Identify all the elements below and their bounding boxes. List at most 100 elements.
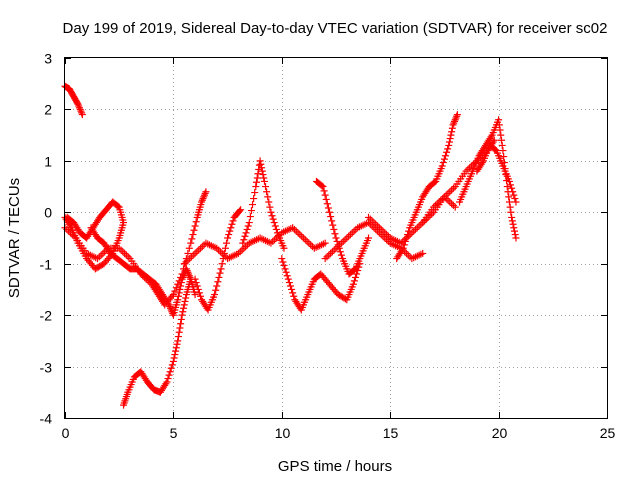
data-point bbox=[244, 222, 252, 230]
data-point bbox=[512, 234, 520, 242]
data-point bbox=[211, 291, 219, 299]
data-point bbox=[269, 215, 277, 223]
data-point bbox=[512, 198, 520, 206]
series-arc-5 bbox=[120, 275, 195, 409]
data-point bbox=[172, 344, 180, 352]
data-point bbox=[165, 371, 173, 379]
data-point bbox=[194, 285, 202, 293]
data-point bbox=[217, 265, 225, 273]
data-point bbox=[449, 121, 457, 129]
data-point bbox=[262, 183, 270, 191]
x-tick-label: 20 bbox=[492, 425, 508, 441]
data-point bbox=[332, 234, 340, 242]
data-point bbox=[266, 203, 274, 211]
axis-ticks bbox=[65, 58, 608, 419]
data-point bbox=[170, 354, 178, 362]
data-point bbox=[175, 289, 183, 297]
data-point bbox=[419, 249, 427, 257]
chart-title: Day 199 of 2019, Sidereal Day-to-day VTE… bbox=[63, 20, 608, 37]
data-point bbox=[453, 111, 461, 119]
data-point bbox=[402, 234, 410, 242]
data-point bbox=[182, 265, 190, 273]
data-point bbox=[163, 378, 171, 386]
x-tick-label: 0 bbox=[62, 425, 70, 441]
data-point bbox=[191, 275, 199, 283]
data-point bbox=[405, 227, 413, 235]
data-point bbox=[284, 275, 292, 283]
data-point bbox=[498, 141, 506, 149]
data-point bbox=[176, 324, 184, 332]
data-point bbox=[507, 181, 515, 189]
data-point bbox=[496, 126, 504, 134]
data-point bbox=[398, 246, 406, 254]
data-point bbox=[240, 236, 248, 244]
x-tick-label: 25 bbox=[600, 425, 616, 441]
data-point bbox=[264, 193, 272, 201]
data-point bbox=[282, 268, 290, 276]
data-point bbox=[180, 304, 188, 312]
data-point bbox=[64, 214, 72, 222]
series-arc-16 bbox=[473, 141, 520, 206]
data-point bbox=[168, 292, 176, 300]
data-point bbox=[250, 195, 258, 203]
data-point bbox=[213, 282, 221, 290]
data-point bbox=[329, 221, 337, 229]
data-point bbox=[271, 222, 279, 230]
data-point bbox=[73, 99, 81, 107]
data-point bbox=[443, 148, 451, 156]
x-tick-labels: 0 5 10 15 20 25 bbox=[62, 425, 616, 441]
data-point bbox=[223, 239, 231, 247]
data-point bbox=[182, 294, 190, 302]
y-tick-label: -2 bbox=[40, 308, 53, 324]
data-point bbox=[200, 193, 208, 201]
data-point bbox=[169, 357, 177, 365]
data-point bbox=[166, 303, 174, 311]
data-point bbox=[174, 333, 182, 341]
y-tick-labels: 3 2 1 0 -1 -2 -3 -4 bbox=[40, 51, 53, 427]
data-point bbox=[510, 191, 518, 199]
data-point bbox=[191, 222, 199, 230]
data-point bbox=[321, 191, 329, 199]
data-point bbox=[350, 277, 358, 285]
data-point bbox=[172, 284, 180, 292]
data-point bbox=[178, 275, 186, 283]
data-point bbox=[237, 206, 245, 214]
data-point bbox=[252, 183, 260, 191]
x-tick-label: 5 bbox=[170, 425, 178, 441]
data-point bbox=[225, 231, 233, 239]
y-tick-label: -3 bbox=[40, 360, 53, 376]
data-point bbox=[181, 297, 189, 305]
data-point bbox=[178, 311, 186, 319]
data-point bbox=[251, 189, 259, 197]
data-point bbox=[447, 131, 455, 139]
data-point bbox=[445, 138, 453, 146]
data-point bbox=[508, 213, 516, 221]
data-point bbox=[167, 304, 175, 312]
data-point bbox=[171, 287, 179, 295]
data-point bbox=[189, 231, 197, 239]
data-point bbox=[268, 212, 276, 220]
data-point bbox=[289, 289, 297, 297]
data-point bbox=[450, 119, 458, 127]
data-point bbox=[506, 203, 514, 211]
data-point bbox=[185, 270, 193, 278]
data-point bbox=[286, 282, 294, 290]
data-point bbox=[177, 282, 185, 290]
data-point bbox=[198, 196, 206, 204]
data-point bbox=[451, 116, 459, 124]
data-point bbox=[241, 232, 249, 240]
data-point bbox=[179, 273, 187, 281]
data-point bbox=[258, 167, 266, 175]
data-point bbox=[76, 105, 84, 113]
data-point bbox=[200, 191, 208, 199]
data-point bbox=[445, 141, 453, 149]
data-point bbox=[174, 337, 182, 345]
data-point bbox=[168, 361, 176, 369]
data-point bbox=[505, 177, 513, 185]
data-point bbox=[400, 241, 408, 249]
data-point bbox=[242, 229, 250, 237]
data-point bbox=[201, 189, 209, 197]
data-point bbox=[505, 198, 513, 206]
data-point bbox=[228, 220, 236, 228]
data-point bbox=[187, 239, 195, 247]
